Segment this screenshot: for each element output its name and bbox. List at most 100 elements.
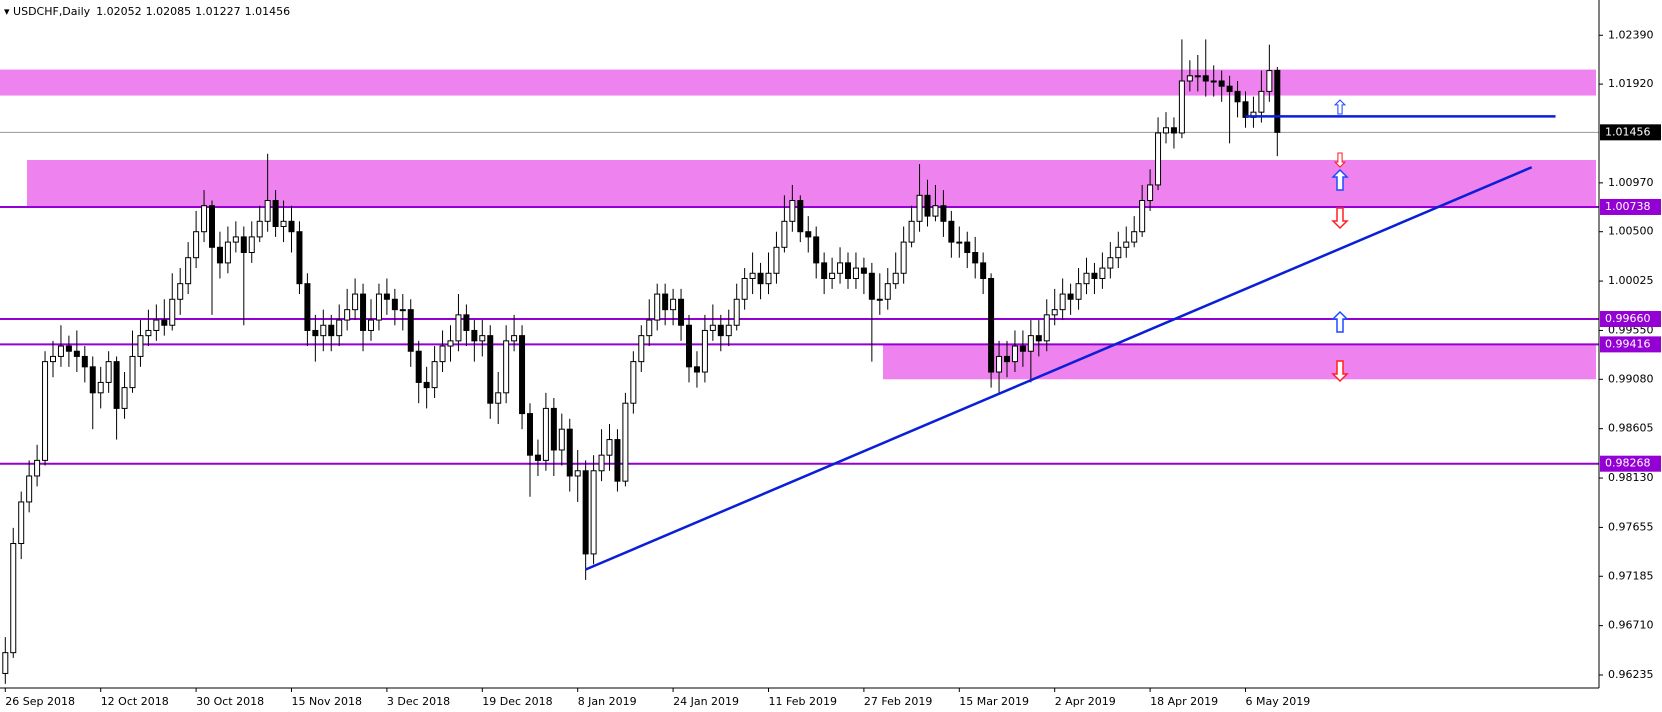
candle-body [614, 439, 621, 482]
candle-body [670, 298, 677, 311]
x-tick-label: 11 Feb 2019 [769, 695, 837, 708]
candle-body [471, 329, 478, 342]
y-tick-label: 1.00500 [1608, 225, 1654, 238]
candle-body [399, 309, 406, 312]
candle-body [813, 236, 820, 264]
y-tick-label: 1.01920 [1608, 77, 1654, 90]
candle-body [10, 543, 17, 654]
candle-body [701, 329, 708, 373]
x-tick-label: 15 Mar 2019 [959, 695, 1029, 708]
candle-body [97, 381, 104, 394]
level-label-box [1600, 311, 1661, 328]
candle-body [153, 319, 160, 331]
candle-body [50, 355, 56, 363]
candle-body [129, 355, 136, 389]
candle-body [1226, 85, 1233, 92]
x-tick-label: 18 Apr 2019 [1150, 695, 1218, 708]
candle-body [527, 413, 533, 456]
x-tick-label: 2 Apr 2019 [1055, 695, 1116, 708]
candle-body [1099, 267, 1106, 279]
candle-body [781, 220, 788, 248]
candle-body [26, 475, 33, 503]
candle-body [996, 355, 1003, 373]
candle-body [1170, 127, 1177, 134]
candle-body [924, 194, 931, 217]
candle-body [1266, 70, 1273, 92]
candle-body [42, 361, 49, 461]
candle-body [423, 381, 430, 389]
candle-body [304, 283, 311, 331]
x-tick-label: 3 Dec 2018 [387, 695, 450, 708]
candle-body [654, 293, 661, 321]
candle-body [511, 335, 518, 342]
y-tick-label: 1.02390 [1608, 28, 1654, 41]
candle-body [495, 392, 502, 404]
level-label: 1.00738 [1605, 200, 1651, 213]
candle-body [765, 272, 772, 285]
candle-body [280, 220, 287, 228]
candle-body [352, 293, 359, 311]
candle-body [272, 200, 279, 228]
candle-body [876, 298, 883, 301]
candle-body [1186, 75, 1193, 82]
x-tick-label: 19 Dec 2018 [482, 695, 552, 708]
x-tick-label: 15 Nov 2018 [292, 695, 362, 708]
candle-body [717, 324, 724, 337]
down-arrow [1331, 360, 1349, 383]
candle-body [487, 335, 494, 404]
candle-body [1059, 293, 1066, 311]
candle-body [749, 272, 756, 279]
candle-body [1218, 80, 1225, 87]
candle-body [105, 361, 112, 383]
candle-body [1178, 80, 1185, 134]
candle-body [1147, 184, 1154, 202]
candle-body [582, 470, 589, 555]
candle-body [89, 366, 96, 394]
candle-body [328, 324, 335, 337]
level-label-box [1600, 198, 1661, 215]
candle-body [391, 298, 398, 311]
candle-body [1115, 246, 1122, 259]
candle-body [360, 293, 367, 331]
candle-body [1027, 335, 1034, 352]
y-tick-label: 0.97655 [1608, 520, 1654, 533]
candle-body [344, 309, 351, 321]
candle-body [574, 470, 581, 477]
candle-body [884, 283, 891, 300]
candle-body [837, 262, 844, 274]
candle-body [542, 407, 549, 461]
candle-body [1163, 127, 1169, 134]
candle-body [534, 454, 541, 461]
y-tick-label: 0.96710 [1608, 619, 1654, 632]
candle-body [1107, 257, 1114, 269]
candle-body [1075, 283, 1082, 300]
ohlc-open: 1.02052 [96, 5, 142, 18]
zone [27, 159, 1596, 207]
y-tick-label: 0.98605 [1608, 422, 1654, 435]
candle-body [1091, 272, 1098, 279]
candle-body [503, 340, 510, 394]
y-tick-label: 1.00970 [1608, 176, 1654, 189]
candle-body [860, 267, 867, 274]
candle-body [1019, 345, 1026, 352]
candle-body [1083, 272, 1090, 285]
candle-body [598, 454, 605, 472]
candle-body [312, 329, 319, 337]
candle-body [193, 231, 200, 259]
candle-body [288, 220, 295, 233]
candle-body [463, 314, 470, 331]
bid-label-box [1600, 124, 1661, 141]
candle-body [455, 314, 462, 342]
candle-body [805, 231, 812, 238]
candle-body [368, 319, 374, 331]
level-label-box [1600, 455, 1661, 472]
x-tick-label: 26 Sep 2018 [5, 695, 75, 708]
x-tick-label: 24 Jan 2019 [673, 695, 739, 708]
candle-body [1258, 90, 1265, 113]
candle-body [757, 272, 764, 285]
candle-body [57, 345, 64, 357]
candle-body [169, 298, 176, 326]
candle-body [232, 236, 239, 243]
down-arrow [1333, 152, 1347, 168]
